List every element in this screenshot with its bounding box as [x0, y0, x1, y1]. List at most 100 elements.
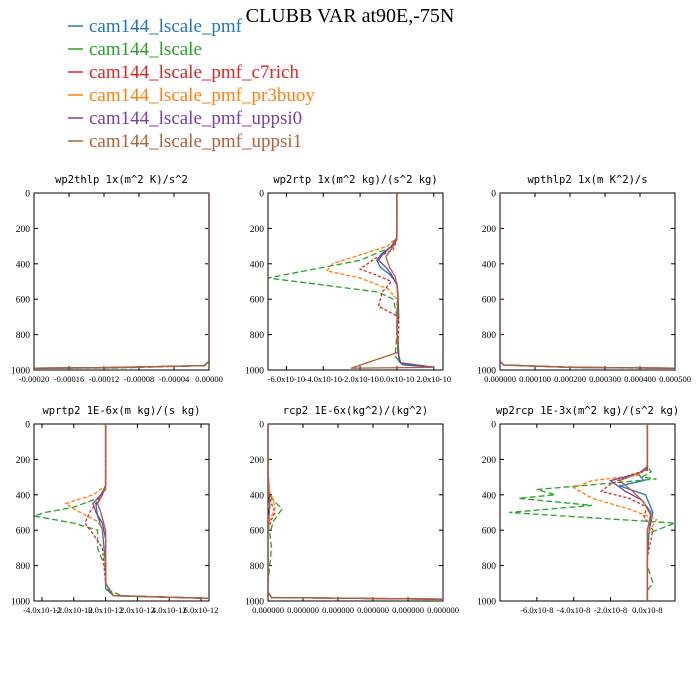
y-tick-label: 200 — [482, 225, 497, 235]
series-line — [268, 424, 443, 600]
series-line — [500, 193, 675, 369]
x-tick-label: -6.0x10-8 — [520, 605, 553, 615]
x-tick-label: -0.00012 — [89, 374, 119, 384]
plot-frame — [267, 192, 444, 371]
y-tick-label: 800 — [482, 562, 497, 572]
series-line — [34, 424, 209, 599]
x-tick-label: -2.0x10-8 — [594, 605, 627, 615]
series-line — [34, 193, 209, 369]
panel-title: wpthlp2 1x(m K^2)/s — [527, 174, 647, 186]
series-line — [500, 193, 675, 369]
series-line — [572, 424, 658, 601]
series-line — [268, 424, 443, 600]
x-tick-label: 0.000300 — [589, 374, 621, 384]
chart-panel: wp2thlp 1x(m^2 K)/s^202004006008001000-0… — [11, 174, 223, 384]
series-line — [509, 424, 675, 601]
y-tick-label: 1000 — [11, 598, 30, 608]
x-tick-label: 0.000000 — [392, 605, 424, 615]
series-line — [500, 193, 675, 369]
y-tick-label: 1000 — [245, 598, 264, 608]
x-tick-label: 2.0x10-12 — [120, 605, 155, 615]
x-tick-label: 6.0x10-12 — [184, 605, 219, 615]
y-tick-label: 200 — [250, 225, 265, 235]
series-line — [95, 424, 209, 599]
x-tick-label: 0.000000 — [484, 374, 516, 384]
x-tick-label: 0.000000 — [322, 605, 354, 615]
y-tick-label: 400 — [250, 491, 265, 501]
x-tick-label: 0.0x10-12 — [88, 605, 123, 615]
chart-panel: wprtp2 1E-6x(m kg)/(s kg) 0 200 400 600 800 10… — [11, 405, 218, 615]
series-line — [500, 193, 675, 370]
x-tick-label: -0.00020 — [19, 374, 49, 384]
x-tick-label: 0.000000 — [252, 605, 284, 615]
x-tick-label: 0.000000 — [357, 605, 389, 615]
chart-panel: rcp2 1E-6x(kg^2)/(kg^2) 0 200 400 600 800 1000… — [245, 405, 459, 615]
panel-title: wprtp2 1E-6x(m kg)/(s kg) — [42, 405, 200, 417]
y-tick-label: 200 — [16, 225, 31, 235]
x-tick-label: 0.000000 — [287, 605, 319, 615]
y-tick-label: 400 — [16, 491, 31, 501]
plot-frame — [33, 192, 210, 371]
y-tick-label: 200 — [250, 456, 265, 466]
y-tick-label: 600 — [16, 296, 31, 306]
x-tick-label: 0.00000 — [195, 374, 223, 384]
y-tick-label: 1000 — [477, 367, 496, 377]
x-tick-label: 0.000000 — [427, 605, 459, 615]
legend-label: cam144_lscale_pmf_uppsi1 — [89, 131, 302, 152]
panels: wp2thlp 1x(m^2 K)/s^2 0 200 400 600 800 1000 -0… — [11, 174, 691, 615]
legend-label: cam144_lscale_pmf — [89, 16, 243, 37]
y-tick-label: 400 — [16, 260, 31, 270]
x-tick-label: -4.0x10-12 — [23, 605, 61, 615]
y-tick-label: 600 — [482, 527, 497, 537]
series-line — [34, 193, 209, 369]
y-tick-label: 0 — [25, 421, 30, 431]
y-tick-label: 200 — [482, 456, 497, 466]
legend-label: cam144_lscale_pmf_pr3buoy — [89, 85, 315, 106]
y-tick-label: 0 — [25, 190, 30, 200]
legend-label: cam144_lscale_pmf_c7rich — [89, 62, 299, 83]
panel-title: wp2rtp 1x(m^2 kg)/(s^2 kg) — [273, 174, 437, 186]
series-line — [268, 424, 443, 600]
y-tick-label: 400 — [482, 491, 497, 501]
legend-item: cam144_lscale_pmf_uppsi1 — [68, 131, 302, 152]
y-tick-label: 800 — [16, 562, 31, 572]
panel-title: rcp2 1E-6x(kg^2)/(kg^2) — [283, 405, 428, 417]
legend: cam144_lscale_pmf cam144_lscale cam144_l… — [68, 16, 315, 152]
legend-label: cam144_lscale — [89, 39, 202, 60]
series-line — [325, 193, 434, 368]
plot-frame — [499, 192, 676, 371]
y-tick-label: 800 — [250, 562, 265, 572]
y-tick-label: 800 — [482, 331, 497, 341]
series-line — [375, 193, 434, 368]
x-tick-label: 0.0x10-10 — [380, 374, 415, 384]
x-tick-label: -0.00016 — [54, 374, 84, 384]
series-line — [268, 193, 434, 368]
series-line — [500, 193, 675, 369]
series-line — [96, 424, 209, 599]
y-tick-label: 0 — [491, 421, 496, 431]
plot-frame — [499, 423, 676, 602]
series-line — [268, 424, 443, 600]
panel-title: wp2thlp 1x(m^2 K)/s^2 — [55, 174, 188, 186]
legend-item: cam144_lscale — [68, 39, 202, 60]
y-tick-label: 200 — [16, 456, 31, 466]
y-tick-label: 0 — [259, 190, 264, 200]
legend-item: cam144_lscale_pmf_uppsi0 — [68, 108, 302, 129]
x-tick-label: 0.000100 — [519, 374, 551, 384]
series-line — [350, 193, 434, 369]
series-line — [34, 193, 209, 369]
series-line — [377, 193, 434, 368]
y-tick-label: 600 — [482, 296, 497, 306]
series-line — [599, 424, 654, 601]
x-tick-label: 0.0x10-8 — [632, 605, 662, 615]
legend-item: cam144_lscale_pmf_c7rich — [68, 62, 299, 83]
series-line — [34, 193, 209, 369]
chart-panel: wpthlp2 1x(m K^2)/s020040060080010000.00… — [477, 174, 691, 384]
y-tick-label: 800 — [250, 331, 265, 341]
x-tick-label: 4.0x10-12 — [152, 605, 187, 615]
x-tick-label: 2.0x10-10 — [416, 374, 451, 384]
legend-item: cam144_lscale_pmf_pr3buoy — [68, 85, 315, 106]
figure-title: CLUBB VAR at90E,-75N — [246, 5, 455, 27]
series-line — [268, 424, 443, 600]
